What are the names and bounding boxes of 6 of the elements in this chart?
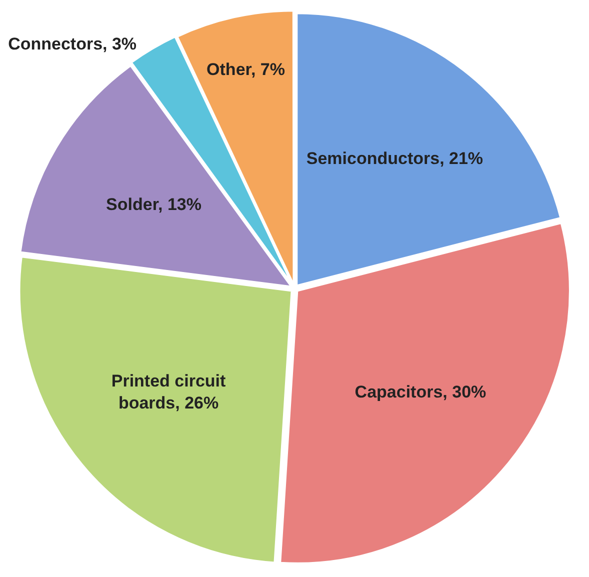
slice-label: Semiconductors, 21% [306,148,484,168]
slice-label: Connectors, 3% [8,34,137,54]
slice-label: Other, 7% [206,60,285,80]
slice-label: Solder, 13% [106,194,202,214]
slice-label: Printed circuit boards, 26% [111,371,226,412]
slice-label: Capacitors, 30% [354,382,486,402]
